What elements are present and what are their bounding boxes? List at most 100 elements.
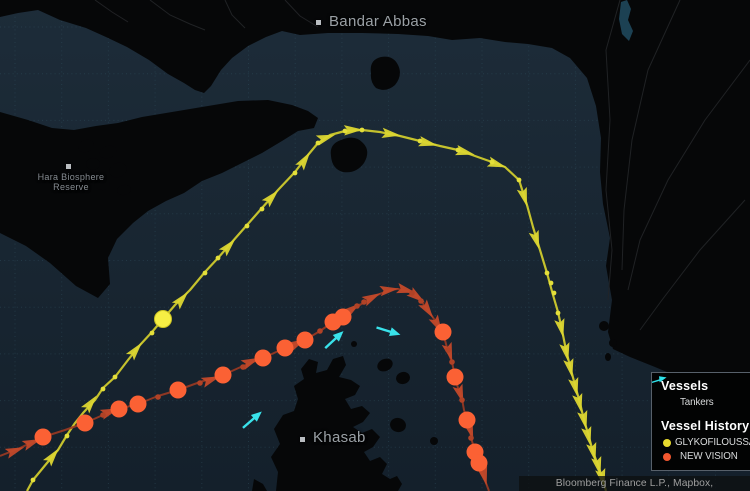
tanker-vessel-arrow[interactable] xyxy=(240,408,265,431)
land-larak-island xyxy=(330,137,368,173)
glykofiloussa-direction-arrow xyxy=(454,145,475,156)
land-musandam-peninsula xyxy=(271,356,402,491)
tanker-vessel-arrow[interactable] xyxy=(322,328,346,352)
glykofiloussa-direction-arrow xyxy=(568,377,579,397)
glykofiloussa-track-line xyxy=(26,128,608,491)
musandam-islets xyxy=(351,341,438,445)
glykofiloussa-waypoint-dot xyxy=(489,159,495,165)
glykofiloussa-waypoint-dot xyxy=(455,147,461,153)
legend-new-vision-label: NEW VISION xyxy=(680,451,738,462)
glykofiloussa-direction-arrow xyxy=(563,358,574,378)
glykofiloussa-waypoint-dot xyxy=(244,223,250,229)
legend-item-new-vision[interactable]: NEW VISION xyxy=(661,451,750,462)
glykofiloussa-waypoint-dot xyxy=(359,127,365,133)
new-vision-direction-arrow xyxy=(441,341,453,362)
legend-item-glykofiloussa[interactable]: GLYKOFILOUSSA xyxy=(661,437,750,448)
new-vision-position-dot[interactable] xyxy=(276,339,294,357)
glykofiloussa-waypoint-dot xyxy=(259,206,265,212)
glykofiloussa-direction-arrow xyxy=(418,136,438,147)
glykofiloussa-waypoint-dot xyxy=(64,433,70,439)
legend-history-title: Vessel History xyxy=(661,419,750,433)
new-vision-waypoint-dot xyxy=(354,303,360,309)
new-vision-waypoint-dot xyxy=(197,380,203,386)
glykofiloussa-direction-arrow xyxy=(315,134,336,146)
new-vision-direction-arrow xyxy=(361,293,381,307)
land-hormuz-island xyxy=(370,56,400,90)
legend-tankers-label: Tankers xyxy=(680,397,714,408)
tanker-vessel-arrow[interactable] xyxy=(375,323,402,339)
glykofiloussa-direction-arrow xyxy=(42,448,59,467)
glykofiloussa-direction-arrow xyxy=(554,318,565,338)
roads xyxy=(94,0,750,331)
new-vision-position-dot[interactable] xyxy=(34,428,52,446)
new-vision-waypoint-dot xyxy=(317,328,323,334)
map-attribution: Bloomberg Finance L.P., Mapbox, OpenStre… xyxy=(519,476,750,491)
glykofiloussa-waypoint-dot xyxy=(100,386,106,392)
glykofiloussa-dot-icon xyxy=(663,438,671,447)
new-vision-position-dot[interactable] xyxy=(214,366,232,384)
new-vision-dot-icon xyxy=(663,452,671,461)
new-vision-direction-arrow xyxy=(4,447,25,459)
new-vision-waypoint-dot xyxy=(468,435,474,441)
legend-vessels-title: Vessels xyxy=(661,379,709,393)
new-vision-waypoint-dot xyxy=(155,394,161,400)
glykofiloussa-position-dot[interactable] xyxy=(154,310,172,328)
new-vision-position-dot[interactable] xyxy=(76,414,94,432)
new-vision-position-dot[interactable] xyxy=(254,349,272,367)
new-vision-position-dot[interactable] xyxy=(110,400,128,418)
glykofiloussa-waypoint-dot xyxy=(215,255,221,261)
new-vision-waypoint-dot xyxy=(409,290,415,296)
new-vision-waypoint-dot xyxy=(240,364,246,370)
new-vision-waypoint-dot xyxy=(445,347,451,353)
legend-panel: Vessels Tankers Vessel History GLYKOFILO… xyxy=(651,372,750,471)
new-vision-position-dot[interactable] xyxy=(458,411,476,429)
new-vision-direction-arrow xyxy=(418,299,434,319)
new-vision-waypoint-dot xyxy=(100,412,106,418)
glykofiloussa-direction-arrow xyxy=(591,456,602,476)
glykofiloussa-waypoint-dot xyxy=(112,374,118,380)
glykofiloussa-direction-arrow xyxy=(572,393,583,413)
glykofiloussa-waypoint-dot xyxy=(544,270,550,276)
glykofiloussa-direction-arrow xyxy=(577,410,588,430)
glykofiloussa-waypoint-dot xyxy=(315,140,321,146)
glykofiloussa-waypoint-dot xyxy=(292,170,298,176)
glykofiloussa-waypoint-dot xyxy=(149,330,155,336)
new-vision-direction-arrow xyxy=(200,376,221,388)
glykofiloussa-direction-arrow xyxy=(261,189,279,208)
new-vision-waypoint-dot xyxy=(361,299,367,305)
glykofiloussa-direction-arrow xyxy=(295,151,311,171)
glykofiloussa-waypoint-dot xyxy=(342,128,348,134)
new-vision-position-dot[interactable] xyxy=(296,331,314,349)
glykofiloussa-direction-arrow xyxy=(171,291,189,310)
glykofiloussa-direction-arrow xyxy=(218,238,236,257)
land-musandam-west xyxy=(252,479,267,491)
glykofiloussa-waypoint-dot xyxy=(551,290,557,296)
glykofiloussa-direction-arrow xyxy=(343,125,363,136)
new-vision-position-dot[interactable] xyxy=(169,381,187,399)
glykofiloussa-waypoint-dot xyxy=(555,310,561,316)
glykofiloussa-direction-arrow xyxy=(516,186,528,207)
glykofiloussa-direction-arrow xyxy=(586,442,597,462)
glykofiloussa-waypoint-dot xyxy=(516,177,522,183)
glykofiloussa-direction-arrow xyxy=(125,342,142,361)
legend-glykofiloussa-label: GLYKOFILOUSSA xyxy=(675,437,750,448)
new-vision-waypoint-dot xyxy=(459,397,465,403)
legend-tankers-row[interactable]: Tankers xyxy=(652,376,750,408)
new-vision-track-line xyxy=(0,288,490,491)
coastal-islets xyxy=(599,321,617,361)
new-vision-position-dot[interactable] xyxy=(470,454,488,472)
new-vision-direction-arrow xyxy=(379,285,399,297)
new-vision-position-dot[interactable] xyxy=(446,368,464,386)
lake xyxy=(619,0,633,41)
land-iran-mainland xyxy=(0,0,750,406)
glykofiloussa-direction-arrow xyxy=(559,342,570,362)
glykofiloussa-direction-arrow xyxy=(80,395,97,414)
glykofiloussa-waypoint-dot xyxy=(548,280,554,286)
new-vision-position-dot[interactable] xyxy=(334,308,352,326)
new-vision-waypoint-dot xyxy=(418,298,424,304)
new-vision-position-dot[interactable] xyxy=(434,323,452,341)
glykofiloussa-direction-arrow xyxy=(486,156,507,168)
new-vision-position-dot[interactable] xyxy=(129,395,147,413)
